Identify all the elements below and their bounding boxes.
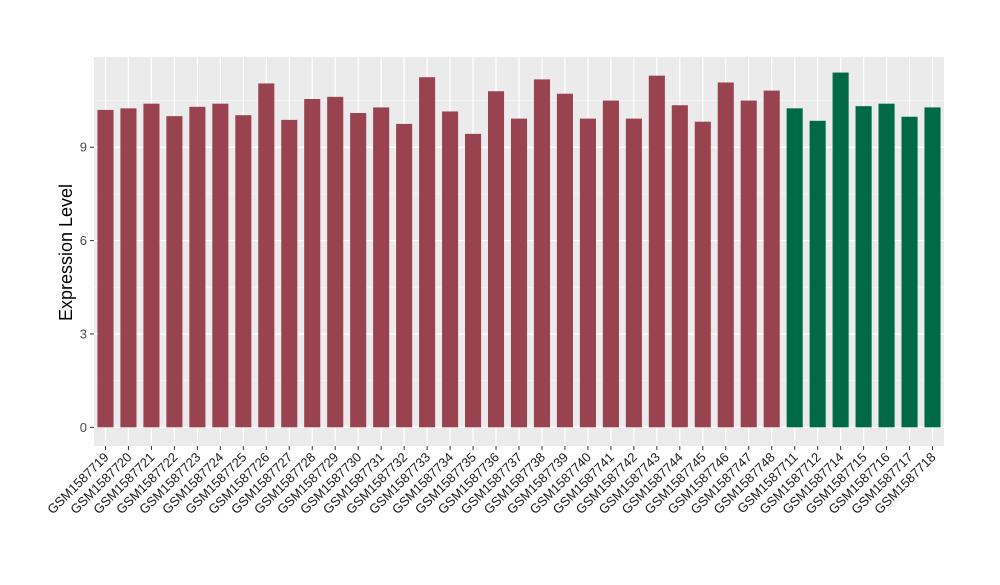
bar-GSM1587711 — [786, 108, 803, 428]
bar-GSM1587728 — [304, 99, 321, 428]
y-axis: 0 3 6 9 — [80, 140, 94, 435]
bar-GSM1587732 — [396, 123, 413, 428]
bar-GSM1587738 — [533, 79, 551, 428]
y-axis-label: Expression Level — [56, 184, 76, 321]
y-tick-label: 6 — [80, 233, 87, 248]
bar-GSM1587733 — [419, 77, 436, 428]
bar-GSM1587742 — [625, 118, 642, 428]
bar-GSM1587717 — [901, 116, 918, 428]
bar-GSM1587747 — [740, 100, 757, 428]
bar-GSM1587736 — [487, 91, 505, 428]
y-tick-label: 9 — [80, 140, 87, 155]
y-tick-label: 3 — [80, 326, 87, 341]
bar-GSM1587737 — [510, 118, 528, 428]
bar-GSM1587716 — [878, 103, 895, 428]
bar-GSM1587718 — [924, 107, 941, 428]
bars — [97, 72, 941, 428]
bar-GSM1587729 — [327, 96, 344, 428]
bar-GSM1587723 — [189, 106, 206, 428]
bar-GSM1587727 — [281, 119, 298, 428]
bar-GSM1587724 — [212, 103, 229, 428]
x-axis: GSM1587719GSM1587720GSM1587721GSM1587722… — [44, 446, 939, 517]
bar-GSM1587739 — [556, 93, 573, 428]
bar-GSM1587730 — [350, 113, 367, 428]
bar-GSM1587743 — [648, 75, 665, 428]
bar-GSM1587731 — [373, 107, 390, 428]
bar-GSM1587712 — [809, 120, 826, 428]
bar-GSM1587726 — [258, 83, 275, 428]
bar-GSM1587740 — [579, 118, 596, 428]
bar-GSM1587720 — [120, 108, 137, 428]
bar-GSM1587714 — [832, 72, 849, 428]
y-tick-label: 0 — [80, 420, 87, 435]
bar-GSM1587745 — [694, 121, 711, 428]
bar-GSM1587748 — [763, 90, 780, 428]
bar-GSM1587715 — [855, 106, 872, 428]
bar-GSM1587721 — [143, 103, 160, 428]
bar-GSM1587725 — [235, 115, 252, 428]
bar-GSM1587746 — [717, 82, 734, 428]
bar-GSM1587735 — [465, 133, 482, 428]
bar-GSM1587719 — [97, 109, 114, 428]
bar-GSM1587741 — [602, 100, 619, 428]
bar-GSM1587722 — [166, 116, 183, 428]
bar-GSM1587734 — [442, 111, 459, 428]
bar-GSM1587744 — [671, 105, 688, 428]
